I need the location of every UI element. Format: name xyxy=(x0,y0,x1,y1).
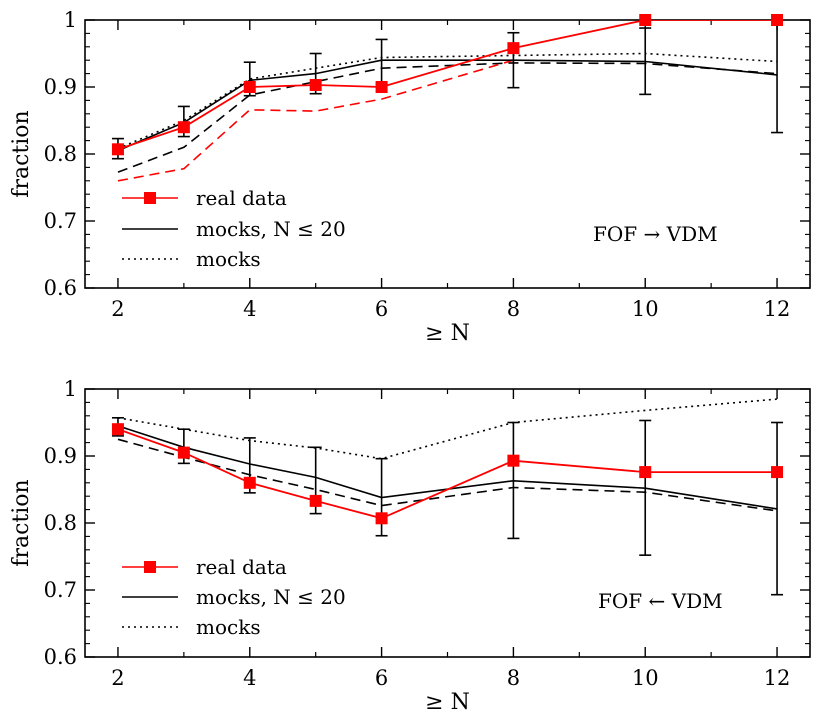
data-point-marker xyxy=(243,81,256,93)
data-point-marker xyxy=(111,423,124,436)
y-tick-label: 0.8 xyxy=(44,511,77,535)
y-tick-label: 0.7 xyxy=(44,209,77,233)
plot-area xyxy=(117,20,778,182)
legend-label-0: real data xyxy=(196,186,287,210)
series-line-real-data xyxy=(117,428,777,520)
x-tick-label: 10 xyxy=(632,297,659,321)
legend: real data mocks, N ≤ 20 mocks xyxy=(122,555,346,639)
x-axis-label: ≥ N xyxy=(425,690,470,715)
legend: real data mocks, N ≤ 20 mocks xyxy=(122,186,346,271)
y-tick-label: 0.8 xyxy=(44,142,77,166)
x-tick-label: 4 xyxy=(243,666,256,690)
top-panel: 2 4 6 8 10 12 0.6 0.7 0.8 0.9 1 ≥ N fraction real dat… xyxy=(9,8,811,346)
y-tick-label: 0.9 xyxy=(44,75,77,99)
data-point-marker xyxy=(771,14,784,26)
y-axis-label: fraction xyxy=(9,110,34,197)
y-axis-label: fraction xyxy=(9,479,34,566)
y-tick-label: 0.9 xyxy=(44,444,77,468)
y-tick-label: 1 xyxy=(64,8,77,32)
data-point-marker xyxy=(507,42,520,55)
x-tick-label: 2 xyxy=(111,297,124,321)
legend-label-0: real data xyxy=(196,555,287,579)
data-point-marker xyxy=(309,78,322,91)
x-tick-label: 12 xyxy=(764,666,791,690)
x-tick-label: 6 xyxy=(375,297,388,321)
plot-frame xyxy=(84,388,811,658)
data-point-marker xyxy=(639,14,652,26)
panel-annotation: FOF ← VDM xyxy=(598,589,723,613)
x-axis-label: ≥ N xyxy=(425,321,470,346)
series-line-mocks xyxy=(117,52,778,150)
legend-label-1: mocks, N ≤ 20 xyxy=(196,585,346,609)
legend-marker xyxy=(144,561,156,573)
data-point-marker xyxy=(177,121,190,134)
x-tick-label: 6 xyxy=(375,666,388,690)
data-point-marker xyxy=(375,81,388,93)
series-line-mocks xyxy=(117,398,778,460)
x-tick-label: 8 xyxy=(507,666,520,690)
x-tick-label: 12 xyxy=(764,297,791,321)
data-point-marker xyxy=(507,454,520,467)
legend-label-1: mocks, N ≤ 20 xyxy=(196,217,346,241)
data-point-marker xyxy=(111,143,124,156)
data-point-marker xyxy=(639,466,652,479)
x-tick-label: 8 xyxy=(507,297,520,321)
data-point-marker xyxy=(375,512,388,525)
data-point-marker xyxy=(309,494,322,507)
y-tick-label: 1 xyxy=(64,377,77,401)
data-point-marker xyxy=(771,466,784,479)
legend-label-2: mocks xyxy=(196,615,261,639)
series-line-real-data xyxy=(117,20,777,151)
y-tick-label: 0.6 xyxy=(44,276,77,300)
series-line-dashed-000000 xyxy=(117,438,778,512)
x-tick-label: 10 xyxy=(632,666,659,690)
series-line-mocks-n-20 xyxy=(117,59,778,152)
legend-marker xyxy=(144,192,156,204)
series-line-dashed-ff0000 xyxy=(117,59,514,182)
data-point-marker xyxy=(177,446,190,459)
bottom-panel: 2 4 6 8 10 12 0.6 0.7 0.8 0.9 1 ≥ N fraction real dat… xyxy=(9,377,811,715)
data-point-marker xyxy=(243,476,256,489)
panel-annotation: FOF → VDM xyxy=(593,222,718,246)
x-tick-label: 4 xyxy=(243,297,256,321)
plot-area xyxy=(117,398,778,520)
x-tick-label: 2 xyxy=(111,666,124,690)
y-tick-label: 0.6 xyxy=(44,645,77,669)
series-line-dashed-000000 xyxy=(117,62,778,173)
y-tick-label: 0.7 xyxy=(44,578,77,602)
legend-label-2: mocks xyxy=(196,247,261,271)
series-line-mocks-n-20 xyxy=(117,425,778,510)
